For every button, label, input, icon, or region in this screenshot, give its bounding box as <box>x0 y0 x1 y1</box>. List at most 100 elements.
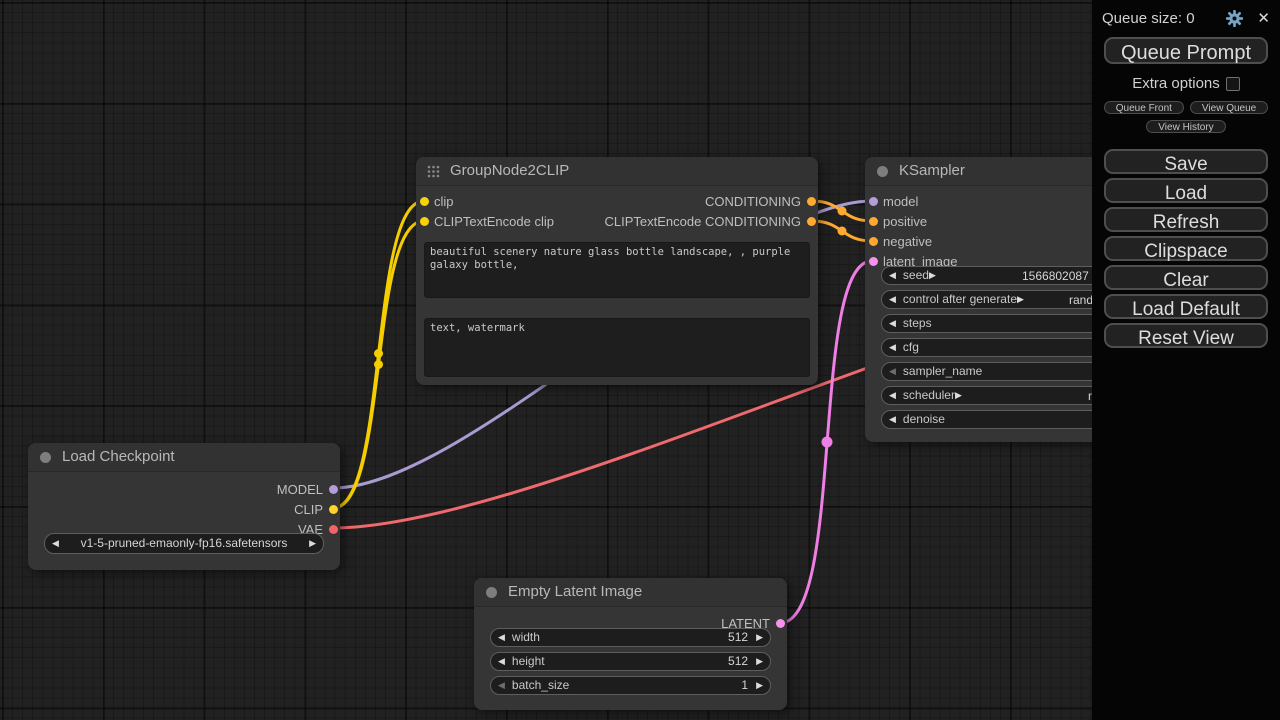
decrement-arrow-icon[interactable]: ◀ <box>498 679 505 690</box>
link-midpoint-dot <box>374 360 383 369</box>
increment-arrow-icon[interactable]: ▶ <box>756 679 763 690</box>
menu-button-stack: Save Load Refresh Clipspace Clear Load Defaul… <box>1092 149 1280 349</box>
queue-prompt-button[interactable]: Queue Prompt <box>1104 37 1268 64</box>
load-checkpoint-node[interactable]: Load Checkpoint MODEL CLIP VAE ◀ v1-5-pruned-… <box>28 443 340 570</box>
load-button[interactable]: Load <box>1104 178 1268 204</box>
output-port-label: CLIP <box>294 502 323 517</box>
vae-output-port[interactable] <box>329 524 338 534</box>
empty-latent-image-node[interactable]: Empty Latent Image LATENT ◀ width 512 ▶ ◀ heigh… <box>474 578 787 710</box>
negative-input-port[interactable] <box>868 236 878 246</box>
widget-value: rand <box>1069 292 1094 307</box>
decrement-arrow-icon[interactable]: ◀ <box>889 317 896 328</box>
node-title: Load Checkpoint <box>62 448 175 465</box>
batch-size-widget[interactable]: ◀ batch_size 1 ▶ <box>490 675 771 695</box>
increment-arrow-icon[interactable]: ▶ <box>756 655 763 666</box>
increment-arrow-icon[interactable]: ▶ <box>928 269 936 280</box>
node-titlebar[interactable]: Empty Latent Image <box>474 578 787 607</box>
decrement-arrow-icon[interactable]: ◀ <box>498 655 505 666</box>
widget-value: 1566802087 <box>1022 268 1089 283</box>
input-port-label: clip <box>434 194 454 209</box>
output-port-label: MODEL <box>276 482 323 497</box>
decrement-arrow-icon[interactable]: ◀ <box>889 389 896 400</box>
clip-input-port[interactable] <box>419 196 429 206</box>
node-titlebar[interactable]: GroupNode2CLIP <box>416 157 818 186</box>
widget-value: 1 <box>741 678 749 692</box>
increment-arrow-icon[interactable]: ▶ <box>309 537 316 548</box>
decrement-arrow-icon[interactable]: ◀ <box>889 413 896 424</box>
group-node-grid-icon[interactable] <box>427 165 440 178</box>
decrement-arrow-icon[interactable]: ◀ <box>52 537 59 548</box>
decrement-arrow-icon[interactable]: ◀ <box>498 631 505 642</box>
node-title: KSampler <box>899 162 965 179</box>
widget-label: height <box>511 654 545 668</box>
clear-button[interactable]: Clear <box>1104 265 1268 291</box>
queue-menu-panel: Queue size: 0 ✕ Queue Prompt Extra optio… <box>1092 0 1280 720</box>
widget-label: denoise <box>902 412 945 426</box>
widget-label: seed <box>902 268 929 282</box>
queue-size-label: Queue size: 0 <box>1102 10 1195 27</box>
widget-value: n <box>1088 388 1095 404</box>
input-port-label: latent_image <box>883 254 958 269</box>
load-default-button[interactable]: Load Default <box>1104 294 1268 320</box>
model-input-port[interactable] <box>868 196 878 206</box>
clipspace-button[interactable]: Clipspace <box>1104 236 1268 262</box>
increment-arrow-icon[interactable]: ▶ <box>756 631 763 642</box>
settings-gear-icon[interactable] <box>1225 9 1244 28</box>
extra-options-row: Extra options <box>1092 75 1280 92</box>
node-title: Empty Latent Image <box>508 583 643 600</box>
height-widget[interactable]: ◀ height 512 ▶ <box>490 651 771 671</box>
extra-options-label: Extra options <box>1132 75 1220 92</box>
refresh-button[interactable]: Refresh <box>1104 207 1268 233</box>
collapse-dot-icon[interactable] <box>486 587 497 598</box>
reset-view-button[interactable]: Reset View <box>1104 323 1268 349</box>
decrement-arrow-icon[interactable]: ◀ <box>889 293 896 304</box>
close-menu-icon[interactable]: ✕ <box>1257 10 1270 27</box>
width-widget[interactable]: ◀ width 512 ▶ <box>490 627 771 647</box>
decrement-arrow-icon[interactable]: ◀ <box>889 365 896 376</box>
latent-output-port[interactable] <box>776 618 785 628</box>
input-port-label: CLIPTextEncode clip <box>434 214 554 229</box>
positive-input-port[interactable] <box>868 216 878 226</box>
decrement-arrow-icon[interactable]: ◀ <box>889 269 896 280</box>
widget-label: cfg <box>902 340 919 354</box>
save-button[interactable]: Save <box>1104 149 1268 175</box>
widget-value: 512 <box>728 630 749 644</box>
extra-options-checkbox[interactable] <box>1225 76 1240 91</box>
link-midpoint-dot <box>821 436 833 448</box>
decrement-arrow-icon[interactable]: ◀ <box>889 341 896 352</box>
widget-label: batch_size <box>511 678 570 692</box>
cliptextencode-conditioning-output-port[interactable] <box>807 216 816 226</box>
model-output-port[interactable] <box>329 484 338 494</box>
groupnode2clip-node[interactable]: GroupNode2CLIP clip CLIPTextEncode clip CON… <box>416 157 818 385</box>
clip-output-port[interactable] <box>329 504 338 514</box>
conditioning-output-port[interactable] <box>807 196 816 206</box>
widget-label: width <box>511 630 540 644</box>
combo-value: v1-5-pruned-emaonly-fp16.safetensors <box>80 536 288 550</box>
input-port-label: positive <box>883 214 928 229</box>
link-midpoint-dot <box>837 226 847 236</box>
cliptextencode-clip-input-port[interactable] <box>419 216 429 226</box>
view-history-button[interactable]: View History <box>1146 120 1226 133</box>
menu-header: Queue size: 0 ✕ <box>1092 0 1280 30</box>
increment-arrow-icon[interactable]: ▶ <box>1017 293 1024 304</box>
view-queue-button[interactable]: View Queue <box>1189 101 1269 114</box>
link-midpoint-dot <box>837 206 847 216</box>
output-port-label: LATENT <box>721 616 770 631</box>
node-title: GroupNode2CLIP <box>450 162 570 179</box>
widget-label: scheduler <box>902 388 955 402</box>
node-titlebar[interactable]: Load Checkpoint <box>28 443 340 472</box>
input-port-label: negative <box>883 234 933 249</box>
widget-value: 512 <box>728 654 749 668</box>
prompt-textarea[interactable]: text, watermark <box>424 318 810 377</box>
link-midpoint-dot <box>374 349 383 358</box>
latent-image-input-port[interactable] <box>868 256 878 266</box>
prompt-textarea[interactable]: beautiful scenery nature glass bottle la… <box>424 242 810 298</box>
combo-widget[interactable]: ◀ v1-5-pruned-emaonly-fp16.safetensors ▶ <box>44 532 324 554</box>
increment-arrow-icon[interactable]: ▶ <box>954 389 962 400</box>
input-port-label: model <box>883 194 919 209</box>
collapse-dot-icon[interactable] <box>40 452 51 463</box>
collapse-dot-icon[interactable] <box>877 166 888 177</box>
output-port-label: CLIPTextEncode CONDITIONING <box>604 214 802 229</box>
queue-front-button[interactable]: Queue Front <box>1103 101 1184 114</box>
